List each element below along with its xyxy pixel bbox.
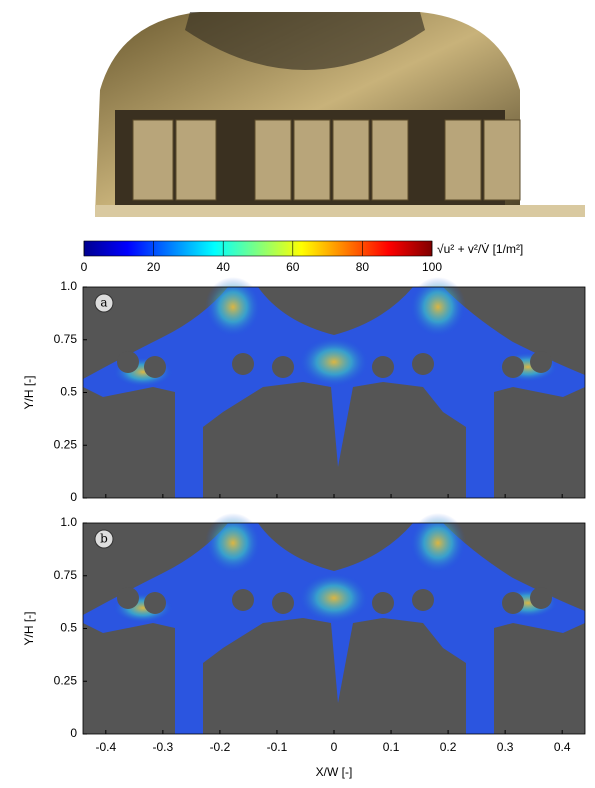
colorbar-tick-label: 20 [147,260,161,274]
y-axis-label: Y/H [-] [22,611,36,645]
x-tick-label: -0.2 [210,740,231,754]
colorbar-tick-label: 40 [217,260,231,274]
page: {"colorbar": {"label": "√u² + v²/V̇ [1/m… [0,0,595,788]
colorbar-tick-label: 0 [81,260,88,274]
y-axis-label: Y/H [-] [22,375,36,409]
photo [95,12,585,217]
y-tick-label: 0.5 [60,621,77,635]
x-tick-label: 0.4 [554,740,571,754]
figure: √u² + v²/V̇ [1/m²] X/W [-] 0 20 40 60 80 100 a… [0,0,595,783]
y-tick-label: 0.5 [60,385,77,399]
y-tick-label: 1.0 [60,515,77,529]
y-tick-label: 0.25 [54,673,78,687]
x-tick-label: -0.4 [95,740,116,754]
colorbar [84,241,432,256]
colorbar-label: √u² + v²/V̇ [1/m²] [437,242,523,256]
x-tick-label: -0.1 [267,740,288,754]
colorbar-tick-label: 80 [356,260,370,274]
panel-badge-label: a [100,296,107,310]
x-tick-label: 0.3 [497,740,514,754]
y-tick-label: 0.75 [54,568,78,582]
x-tick-label: 0 [331,740,338,754]
y-tick-label: 0 [70,726,77,740]
colorbar-tick-label: 60 [286,260,300,274]
y-tick-label: 0 [70,490,77,504]
x-tick-label: 0.1 [383,740,400,754]
y-tick-label: 0.25 [54,437,78,451]
panel-badge-label: b [100,532,108,546]
colorbar-tick-label: 100 [422,260,442,274]
y-tick-label: 0.75 [54,332,78,346]
x-axis-label: X/W [-] [316,765,353,779]
x-tick-label: 0.2 [440,740,457,754]
y-tick-label: 1.0 [60,279,77,293]
x-tick-label: -0.3 [153,740,174,754]
